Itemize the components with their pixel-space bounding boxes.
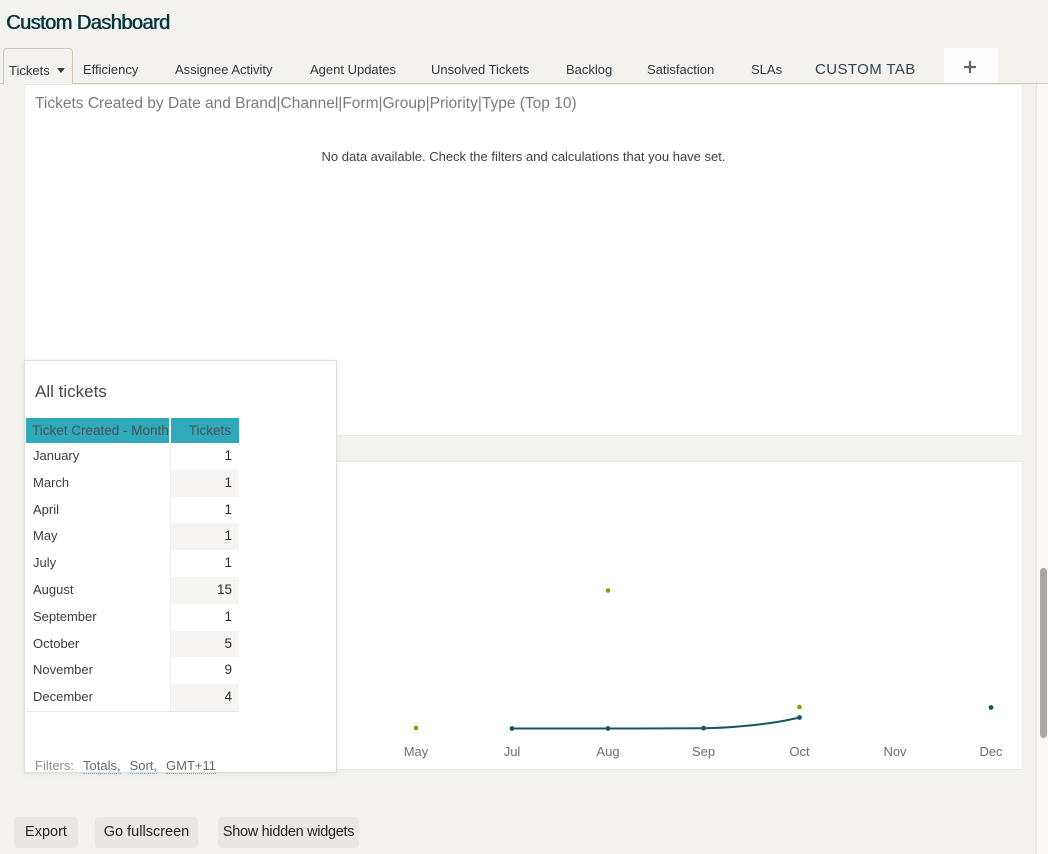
svg-text:Oct: Oct [789,744,810,759]
svg-text:May: May [404,744,429,759]
svg-text:Dec: Dec [979,744,1003,759]
svg-text:Sep: Sep [692,744,715,759]
svg-text:Aug: Aug [596,744,619,759]
svg-text:Nov: Nov [883,744,907,759]
svg-text:Jul: Jul [504,744,521,759]
